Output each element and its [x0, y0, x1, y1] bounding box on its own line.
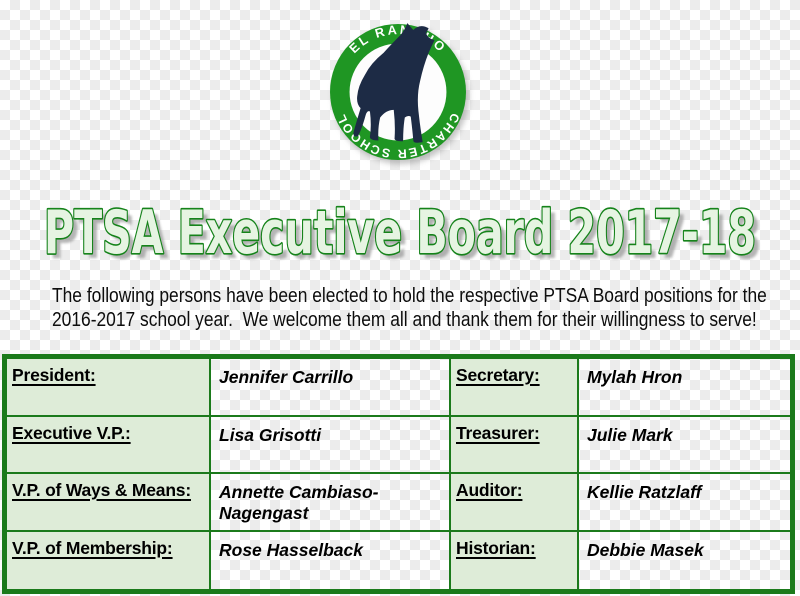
school-logo: EL RANCHO CHARTER SCHOOL	[330, 22, 466, 161]
member-name-secretary: Mylah Hron	[579, 359, 790, 417]
member-name-membership: Rose Hasselback	[211, 531, 451, 589]
position-label-president: President:	[7, 359, 211, 417]
position-label-membership: V.P. of Membership:	[7, 531, 211, 589]
board-table: President: Jennifer Carrillo Secretary: …	[2, 354, 795, 594]
page-title-text: PTSA Executive Board 2017-18	[44, 198, 756, 268]
position-label-treasurer: Treasurer:	[451, 416, 579, 474]
member-name-auditor: Kellie Ratzlaff	[579, 474, 790, 532]
position-label-secretary: Secretary:	[451, 359, 579, 417]
member-name-ways-and-means: Annette Cambiaso-Nagengast	[211, 474, 451, 532]
howling-coyote-icon	[353, 23, 435, 143]
position-label-historian: Historian:	[451, 531, 579, 589]
member-name-president: Jennifer Carrillo	[211, 359, 451, 417]
position-label-auditor: Auditor:	[451, 474, 579, 532]
intro-paragraph: The following persons have been elected …	[52, 284, 767, 332]
page-title-shadow: PTSA Executive Board 2017-18	[49, 203, 761, 273]
position-label-ways-and-means: V.P. of Ways & Means:	[7, 474, 211, 532]
page-title: PTSA Executive Board 2017-18 PTSA Execut…	[42, 196, 761, 273]
intro-line-1: The following persons have been elected …	[52, 285, 767, 307]
position-label-executive-vp: Executive V.P.:	[7, 416, 211, 474]
intro-line-2: 2016-2017 school year. We welcome them a…	[52, 309, 757, 331]
member-name-historian: Debbie Masek	[587, 539, 704, 560]
member-name-treasurer: Julie Mark	[579, 417, 790, 474]
member-name-executive-vp: Lisa Grisotti	[211, 416, 451, 474]
